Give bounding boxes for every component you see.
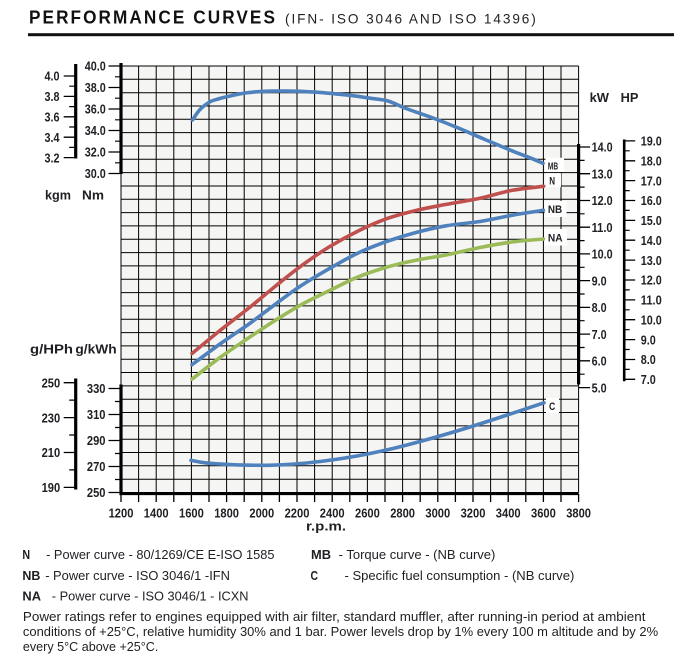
svg-text:3.6: 3.6 (45, 110, 60, 125)
svg-text:Power ratings refer to engines: Power ratings refer to engines equipped … (23, 609, 646, 624)
svg-text:3.8: 3.8 (45, 89, 60, 104)
svg-text:3400: 3400 (496, 505, 521, 520)
svg-text:every 5°C above +25°C.: every 5°C above +25°C. (23, 639, 159, 654)
svg-text:1600: 1600 (179, 505, 204, 520)
svg-text:2800: 2800 (390, 505, 415, 520)
svg-text:1400: 1400 (144, 505, 169, 520)
svg-text:5.0: 5.0 (592, 380, 607, 395)
svg-text:3800: 3800 (566, 505, 591, 520)
svg-text:13.0: 13.0 (592, 166, 613, 181)
svg-text:NB: NB (548, 204, 562, 216)
svg-text:1200: 1200 (109, 505, 134, 520)
svg-text:2200: 2200 (285, 505, 310, 520)
svg-text:conditions of +25°C, relative: conditions of +25°C, relative humidity 3… (23, 624, 659, 639)
svg-text:3.2: 3.2 (45, 150, 60, 165)
svg-text:38.0: 38.0 (85, 80, 106, 95)
svg-text:kW: kW (590, 90, 610, 105)
svg-text:14.0: 14.0 (641, 233, 662, 248)
svg-text:1800: 1800 (214, 505, 239, 520)
svg-text:250: 250 (42, 375, 61, 390)
svg-text:210: 210 (42, 445, 61, 460)
svg-text:3000: 3000 (425, 505, 450, 520)
svg-text:34.0: 34.0 (85, 123, 106, 138)
svg-text:NA: NA (22, 588, 41, 603)
svg-text:2600: 2600 (355, 505, 380, 520)
svg-text:8.0: 8.0 (592, 300, 607, 315)
svg-text:12.0: 12.0 (641, 273, 662, 288)
svg-text:HP: HP (621, 90, 639, 105)
svg-text:g/kWh: g/kWh (75, 342, 116, 357)
svg-text:- Power curve - ISO 3046/1 -IF: - Power curve - ISO 3046/1 -IFN (45, 568, 230, 583)
svg-text:190: 190 (42, 480, 61, 495)
svg-text:18.0: 18.0 (641, 153, 662, 168)
svg-text:36.0: 36.0 (85, 102, 106, 117)
svg-text:250: 250 (87, 485, 106, 500)
svg-text:270: 270 (87, 459, 106, 474)
svg-text:310: 310 (87, 407, 106, 422)
svg-text:290: 290 (87, 433, 106, 448)
svg-text:N: N (549, 176, 555, 188)
svg-text:C: C (311, 568, 319, 583)
svg-text:- Power curve - ISO 3046/1 - I: - Power curve - ISO 3046/1 - ICXN (52, 588, 249, 603)
svg-text:(IFN- ISO 3046 AND ISO 14396): (IFN- ISO 3046 AND ISO 14396) (285, 11, 537, 26)
svg-text:PERFORMANCE CURVES: PERFORMANCE CURVES (29, 7, 277, 27)
svg-text:r.p.m.: r.p.m. (306, 519, 346, 534)
svg-text:10.0: 10.0 (641, 312, 662, 327)
svg-text:- Power curve - 80/1269/CE E-I: - Power curve - 80/1269/CE E-ISO 1585 (46, 547, 274, 562)
svg-text:8.0: 8.0 (641, 352, 656, 367)
svg-text:N: N (22, 547, 30, 562)
svg-text:12.0: 12.0 (592, 193, 613, 208)
svg-text:230: 230 (42, 410, 61, 425)
svg-text:13.0: 13.0 (641, 253, 662, 268)
svg-text:NB: NB (22, 568, 40, 583)
svg-text:330: 330 (87, 381, 106, 396)
svg-text:14.0: 14.0 (592, 140, 613, 155)
svg-text:9.0: 9.0 (592, 273, 607, 288)
svg-text:6.0: 6.0 (592, 354, 607, 369)
svg-text:15.0: 15.0 (641, 213, 662, 228)
svg-text:19.0: 19.0 (641, 134, 662, 149)
svg-text:C: C (549, 401, 555, 413)
svg-text:9.0: 9.0 (641, 332, 656, 347)
svg-text:4.0: 4.0 (45, 69, 60, 84)
svg-text:11.0: 11.0 (592, 220, 613, 235)
svg-text:30.0: 30.0 (85, 166, 106, 181)
svg-text:MB: MB (311, 547, 331, 562)
svg-text:16.0: 16.0 (641, 193, 662, 208)
svg-text:2400: 2400 (320, 505, 345, 520)
svg-text:11.0: 11.0 (641, 293, 662, 308)
svg-text:3.4: 3.4 (45, 130, 61, 145)
svg-text:10.0: 10.0 (592, 247, 613, 262)
svg-text:3600: 3600 (531, 505, 556, 520)
svg-text:32.0: 32.0 (85, 145, 106, 160)
svg-text:7.0: 7.0 (641, 372, 656, 387)
svg-text:Nm: Nm (82, 188, 104, 203)
svg-text:- Torque curve - (NB curve): - Torque curve - (NB curve) (339, 547, 496, 562)
svg-text:17.0: 17.0 (641, 173, 662, 188)
svg-text:- Specific fuel consumption -: - Specific fuel consumption - (NB curve) (345, 568, 575, 583)
svg-text:40.0: 40.0 (85, 59, 106, 74)
svg-text:2000: 2000 (249, 505, 274, 520)
svg-text:NA: NA (548, 232, 563, 244)
svg-text:3200: 3200 (461, 505, 486, 520)
svg-text:MB: MB (548, 160, 558, 172)
svg-text:kgm: kgm (45, 188, 71, 203)
svg-text:g/HPh: g/HPh (30, 342, 73, 357)
svg-text:7.0: 7.0 (592, 327, 607, 342)
